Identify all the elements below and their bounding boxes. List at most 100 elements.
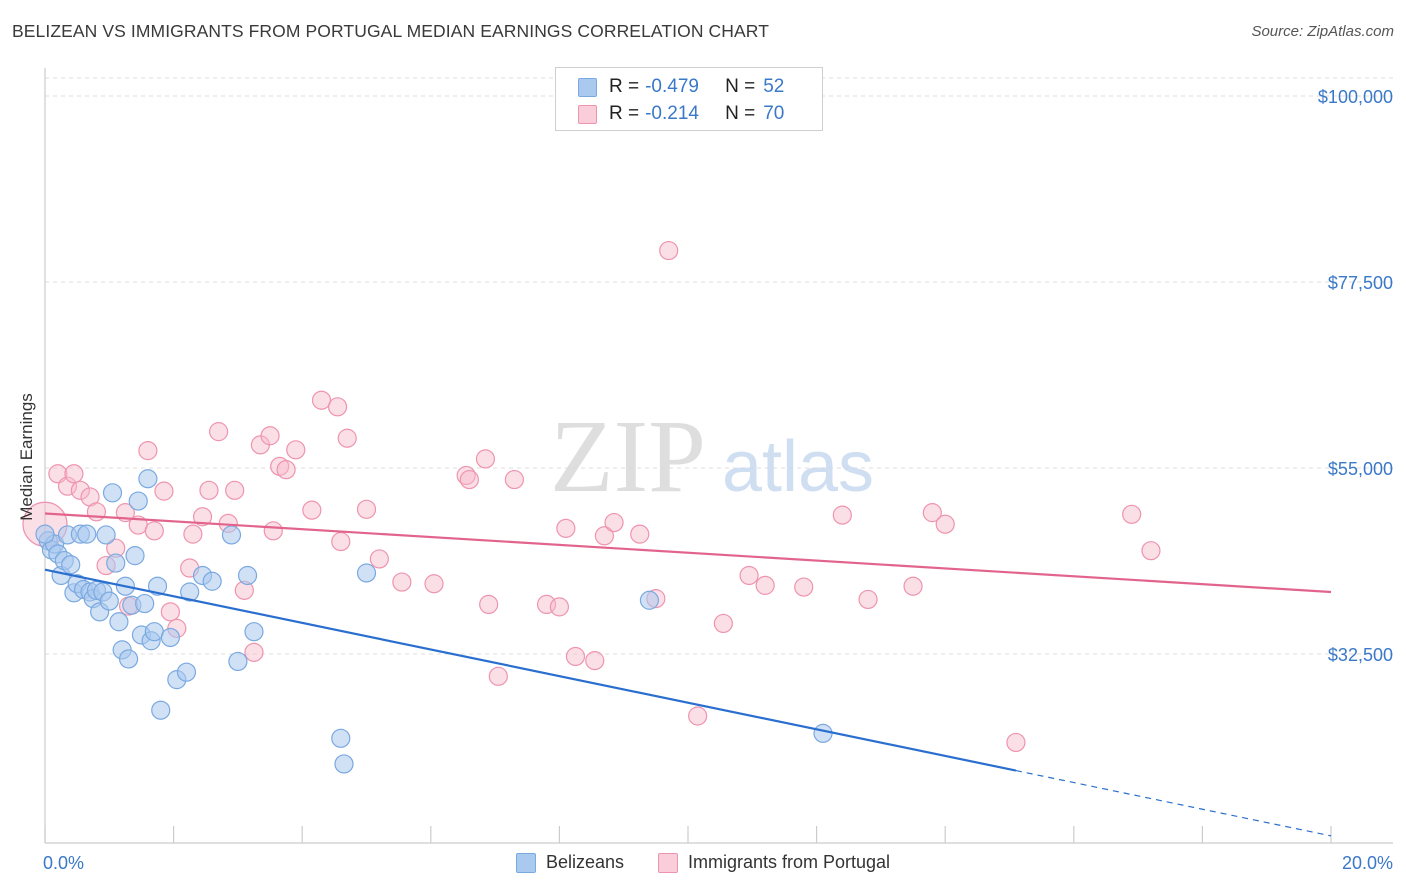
portugal-point: [755, 575, 775, 595]
portugal-point: [549, 597, 570, 617]
portugal-point: [922, 503, 942, 523]
portugal-point: [424, 574, 444, 594]
portugal-point: [488, 666, 508, 686]
belizeans-point: [125, 546, 145, 566]
belizeans-point: [228, 651, 248, 672]
portugal-point: [64, 464, 84, 484]
belizeans-point: [180, 582, 200, 602]
belizeans-point: [244, 622, 264, 642]
x-tick-label: 20.0%: [1342, 853, 1393, 873]
portugal-point: [225, 480, 245, 500]
bottom-legend-swatch-blue: [515, 852, 536, 873]
legend-n-label: N =: [725, 76, 756, 97]
belizeans-point: [118, 649, 139, 669]
portugal-point: [209, 422, 229, 442]
portugal-point: [630, 524, 650, 544]
portugal-point: [392, 572, 412, 592]
portugal-point: [302, 500, 322, 520]
portugal-point: [739, 565, 759, 586]
belizeans-point: [147, 576, 168, 596]
y-tick-label: $100,000: [1318, 87, 1393, 107]
bottom-legend-label: Immigrants from Portugal: [687, 852, 891, 872]
belizeans-point: [160, 627, 180, 648]
portugal-point: [504, 469, 524, 490]
bottom-legend: Belizeans Immigrants from Portugal: [0, 852, 1406, 873]
portugal-point: [160, 602, 180, 622]
belizeans-point: [109, 612, 129, 632]
belizeans-point: [102, 483, 123, 503]
legend-swatch-blue: [578, 77, 597, 97]
portugal-point: [57, 476, 78, 496]
portugal-point: [144, 521, 164, 541]
belizeans-point: [144, 622, 164, 642]
belizeans-point: [176, 662, 197, 682]
portugal-point: [935, 514, 955, 534]
chart-source: Source: ZipAtlas.com: [1251, 23, 1394, 40]
belizeans-trend-line: [44, 568, 1017, 772]
y-tick-label: $55,000: [1328, 459, 1393, 479]
legend-box: R = -0.479 N = 52 R = -0.214 N = 70: [555, 67, 823, 131]
portugal-point: [585, 651, 605, 671]
portugal-point: [604, 512, 624, 533]
axes: [44, 68, 1393, 844]
portugal-point: [199, 480, 219, 500]
portugal-point: [192, 507, 213, 527]
portugal-point: [183, 524, 203, 544]
y-tick-label: $32,500: [1328, 645, 1393, 665]
portugal-point: [556, 518, 576, 538]
portugal-point: [263, 521, 283, 541]
portugal-point: [713, 613, 733, 634]
portugal-point: [1006, 732, 1026, 753]
legend-n-value: 70: [763, 103, 785, 124]
belizeans-point: [151, 700, 171, 720]
legend-r-label: R =: [609, 103, 640, 124]
portugal-point: [331, 531, 351, 552]
x-tick-label: 0.0%: [43, 853, 84, 873]
belizeans-point: [96, 525, 116, 545]
y-tick-label: $77,500: [1328, 273, 1393, 293]
legend-row-portugal: R = -0.214 N = 70: [578, 101, 784, 127]
belizeans-point: [99, 591, 119, 611]
belizeans-point: [138, 469, 158, 489]
portugal-point: [594, 526, 615, 546]
portugal-point: [311, 390, 332, 410]
portugal-trend-line: [44, 512, 1332, 594]
watermark: ZIP atlas: [550, 399, 874, 514]
portugal-point: [276, 460, 296, 480]
portugal-point: [479, 594, 499, 615]
portugal-point: [459, 469, 479, 490]
bottom-legend-label: Belizeans: [545, 852, 624, 872]
legend-r-label: R =: [609, 76, 640, 97]
belizeans-point: [639, 590, 660, 610]
tick-labels: $32,500 $55,000 $77,500 $100,000 0.0% 20.0%: [43, 87, 1393, 873]
legend-n-value: 52: [763, 76, 785, 97]
belizeans-point: [334, 754, 354, 774]
legend-r-value: -0.479: [645, 76, 699, 97]
watermark-zip: ZIP: [550, 399, 706, 514]
chart-title: BELIZEAN VS IMMIGRANTS FROM PORTUGAL MED…: [12, 21, 770, 41]
belizeans-point: [356, 563, 377, 583]
portugal-point: [832, 505, 852, 525]
belizeans-point: [331, 728, 351, 748]
portugal-point: [659, 240, 679, 261]
portugal-point: [858, 589, 878, 610]
portugal-point: [1141, 541, 1161, 561]
legend-r-value: -0.214: [645, 103, 699, 124]
portugal-point: [154, 481, 174, 501]
bottom-legend-belizeans: Belizeans: [515, 852, 624, 873]
belizeans-point: [106, 553, 126, 573]
watermark-atlas: atlas: [722, 427, 874, 507]
portugal-point: [244, 642, 264, 662]
portugal-point: [903, 576, 923, 596]
bottom-legend-portugal: Immigrants from Portugal: [657, 852, 891, 873]
portugal-point: [475, 449, 496, 469]
portugal-point: [327, 397, 348, 417]
portugal-point: [86, 502, 107, 522]
portugal-point: [138, 441, 158, 461]
series-belizeans-points: [35, 469, 833, 774]
legend-row-belizeans: R = -0.479 N = 52: [578, 74, 784, 100]
bottom-legend-swatch-pink: [657, 852, 678, 873]
belizeans-point: [77, 524, 97, 544]
belizeans-trend-extension: [1015, 769, 1332, 837]
legend-n-label: N =: [725, 103, 756, 124]
